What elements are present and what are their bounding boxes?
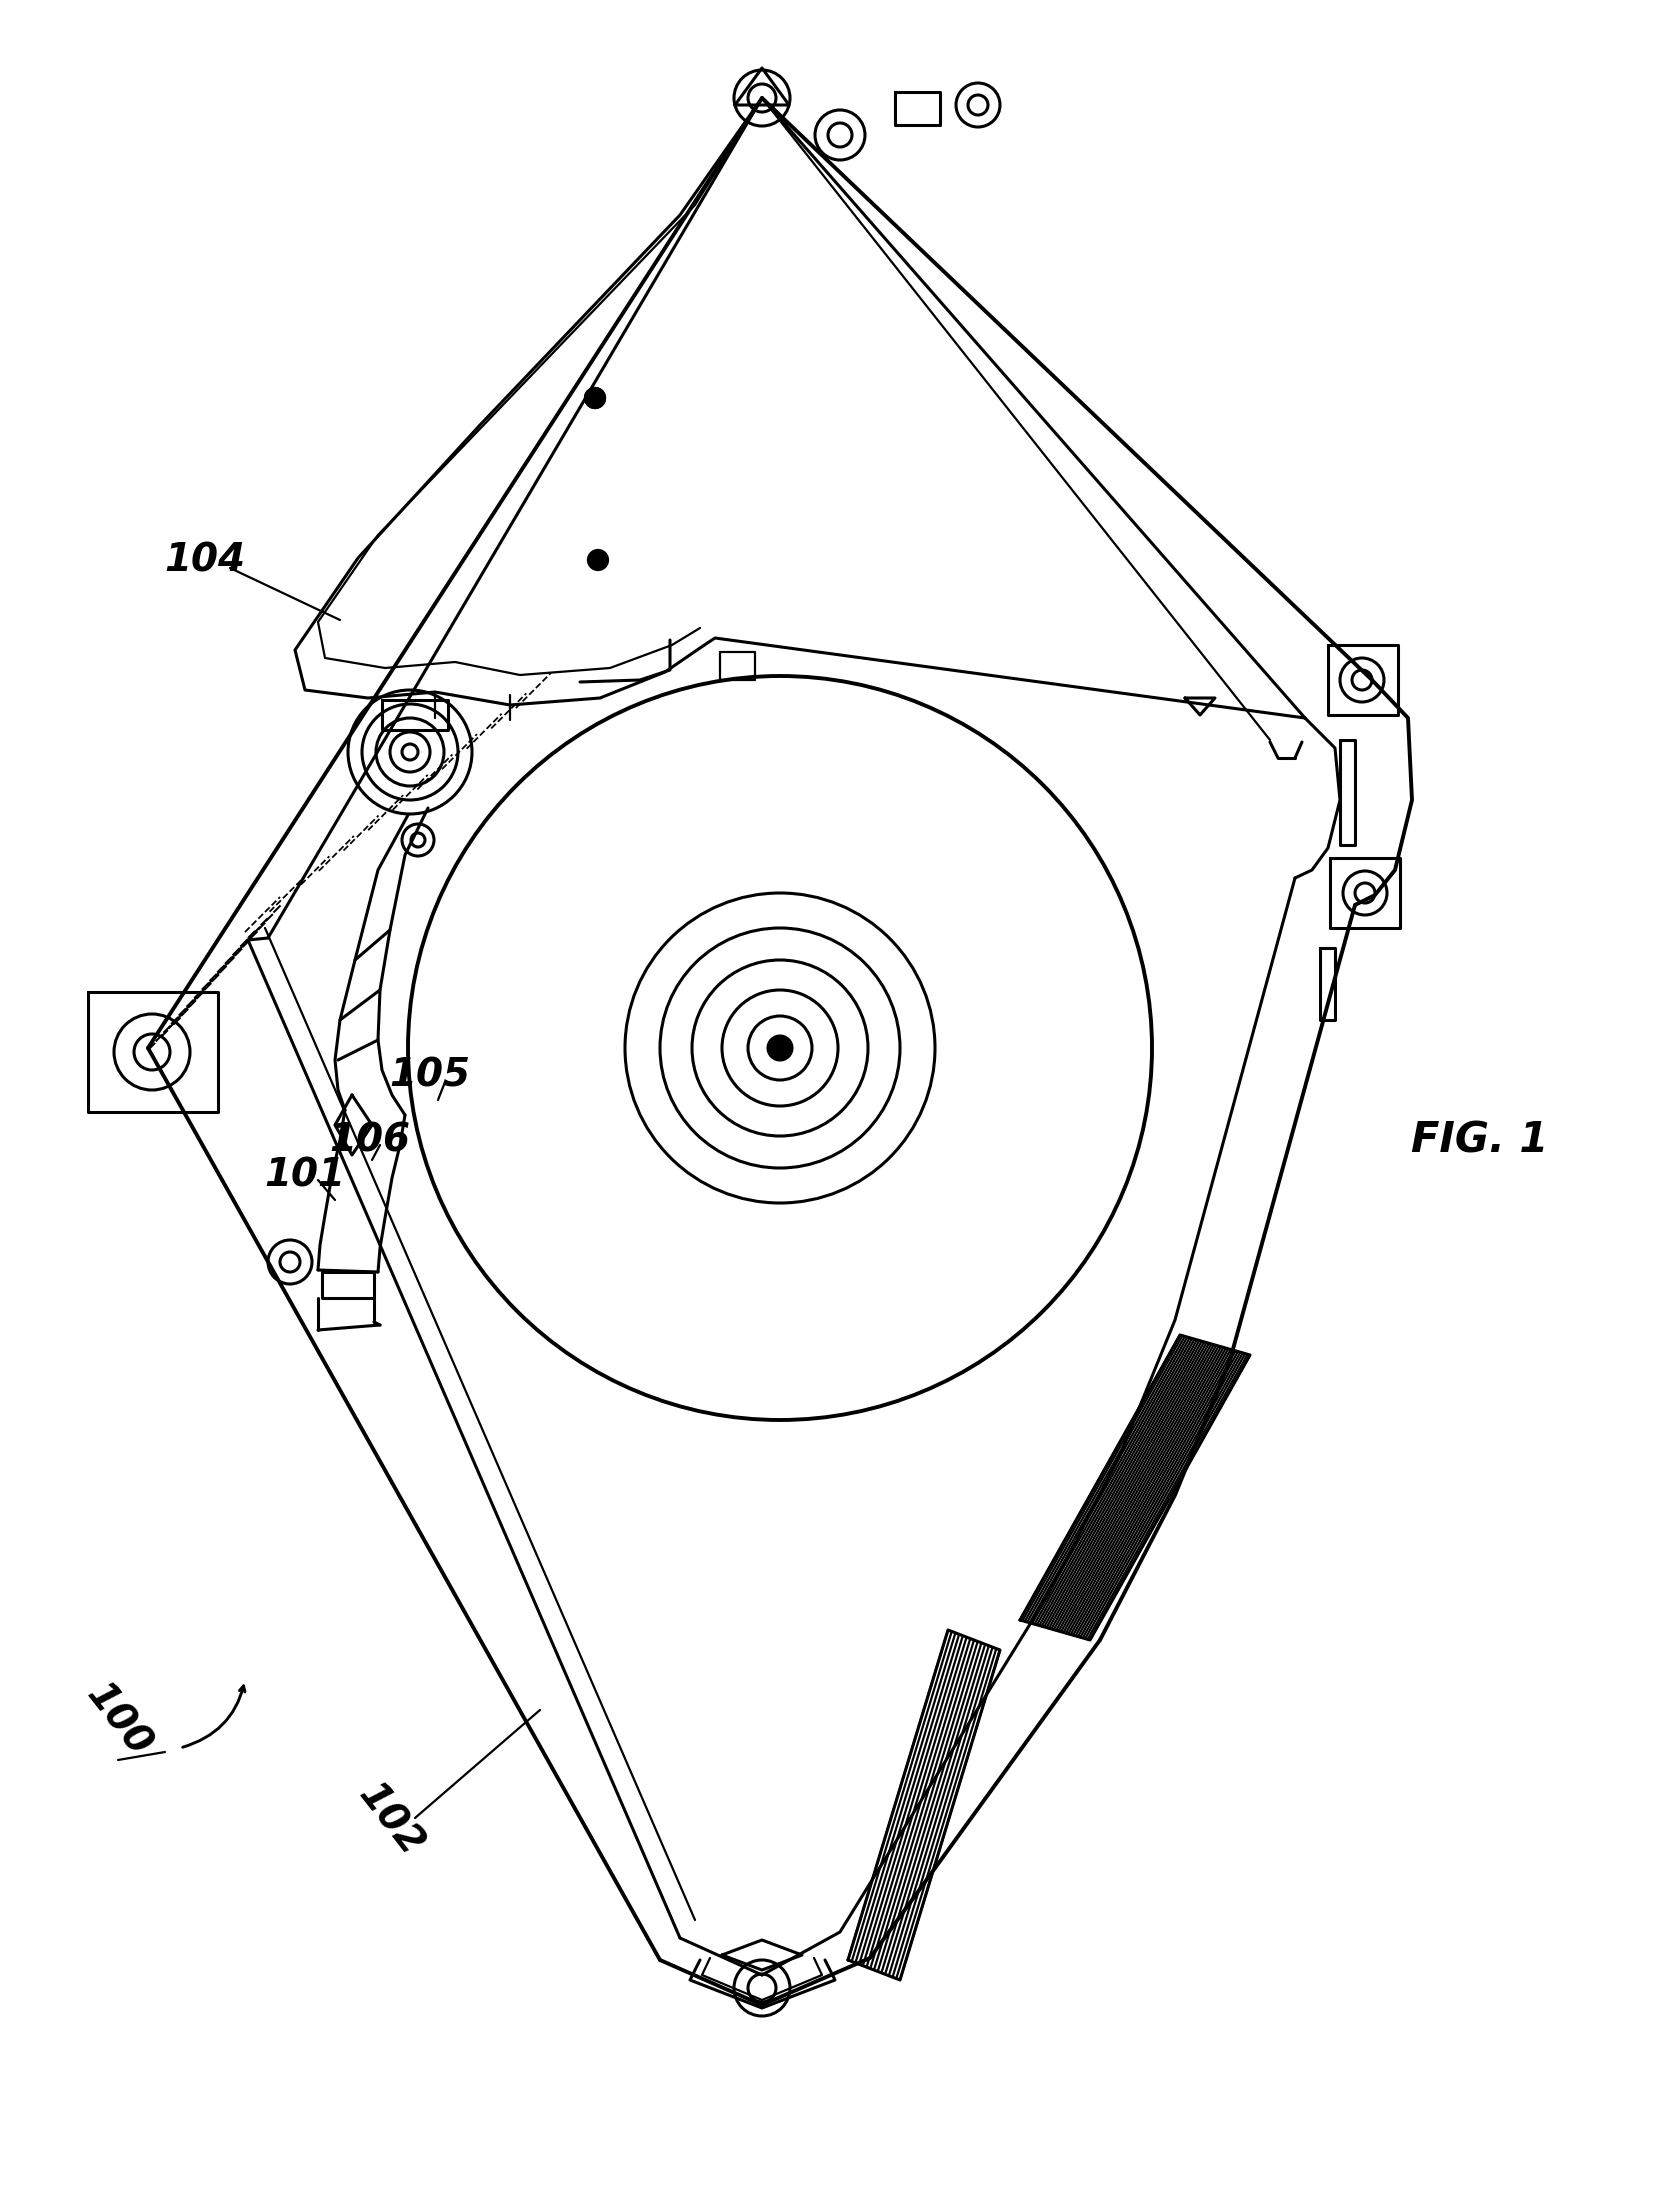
Text: 102: 102 (351, 1777, 430, 1865)
Text: 105: 105 (389, 1056, 470, 1093)
Circle shape (768, 1036, 793, 1060)
Text: 100: 100 (78, 1677, 158, 1764)
Text: 106: 106 (329, 1121, 411, 1159)
Text: 101: 101 (264, 1156, 346, 1194)
Text: FIG. 1: FIG. 1 (1411, 1119, 1549, 1161)
Text: 104: 104 (165, 540, 246, 579)
Circle shape (585, 387, 605, 409)
Circle shape (588, 551, 608, 571)
